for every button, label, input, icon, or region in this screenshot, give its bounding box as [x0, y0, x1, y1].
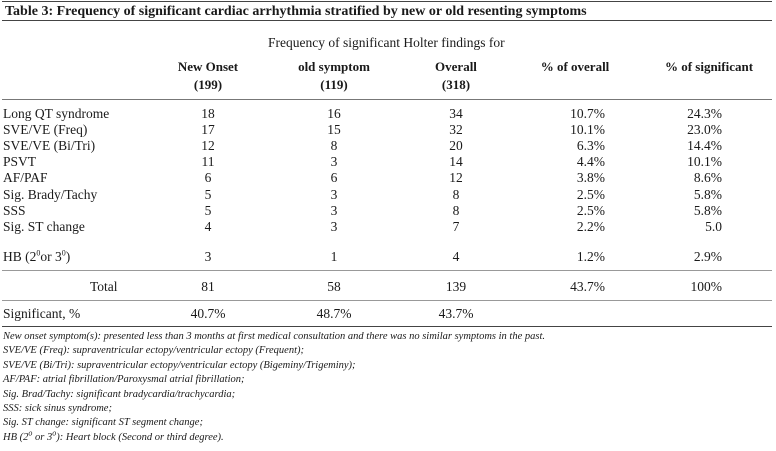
footnote: SVE/VE (Freq): supraventricular ectopy/v…	[3, 345, 304, 357]
cell-pct-significant: 2.9%	[693, 249, 722, 264]
cell-new-onset: 81	[201, 279, 215, 294]
header-divider	[2, 99, 772, 100]
cell-old-symptom: 6	[330, 170, 338, 186]
cell-pct-overall: 10.7%	[570, 106, 605, 121]
cell-old-symptom: 1	[330, 249, 338, 264]
cell-old-symptom: 3	[330, 202, 338, 218]
row-label: AF/PAF	[3, 170, 48, 186]
footnote: AF/PAF: atrial fibrillation/Paroxysmal a…	[3, 374, 245, 386]
cell-pct-significant: 100%	[690, 279, 723, 294]
table-row: Sig. Brady/Tachy 5 3 8 2.5% 5.8%	[0, 186, 776, 203]
cell-pct-significant: 5.0	[705, 218, 722, 234]
table-row: AF/PAF 6 6 12 3.8% 8.6%	[0, 169, 776, 186]
row-label: SVE/VE (Freq)	[3, 122, 88, 138]
table-row: SVE/VE (Bi/Tri) 12 8 20 6.3% 14.4%	[0, 137, 776, 154]
cell-pct-significant: 8.6%	[693, 170, 722, 186]
total-divider	[2, 270, 772, 271]
cell-new-onset: 5	[204, 186, 212, 202]
cell-new-onset: 17	[201, 122, 215, 138]
cell-overall: 34	[449, 106, 463, 121]
cell-pct-significant: 14.4%	[687, 138, 722, 154]
cell-overall: 20	[449, 138, 463, 154]
row-label: Significant, %	[3, 306, 81, 321]
table-row: Long QT syndrome 18 16 34 10.7% 24.3%	[0, 105, 776, 122]
cell-new-onset: 5	[204, 202, 212, 218]
footnote: Sig. Brad/Tachy: significant bradycardia…	[3, 388, 236, 400]
table-row: SVE/VE (Freq) 17 15 32 10.1% 23.0%	[0, 121, 776, 138]
cell-overall: 12	[449, 170, 463, 186]
cell-new-onset: 12	[201, 138, 215, 154]
table-row: PSVT 11 3 14 4.4% 10.1%	[0, 153, 776, 170]
table-row-total: Total 81 58 139 43.7% 100%	[0, 278, 776, 295]
cell-overall: 4	[452, 249, 460, 264]
cell-new-onset: 11	[201, 154, 215, 170]
cell-pct-significant: 5.8%	[693, 202, 722, 218]
footnote: Sig. ST change: significant ST segment c…	[3, 417, 203, 429]
table-row-hb: HB (20or 30) 3 1 4 1.2% 2.9%	[0, 248, 776, 265]
row-label: PSVT	[3, 154, 37, 170]
cell-pct-significant: 23.0%	[687, 122, 722, 138]
cell-new-onset: 4	[204, 218, 212, 234]
cell-pct-overall: 43.7%	[570, 279, 605, 294]
cell-overall: 8	[452, 202, 460, 218]
table-title: Table 3: Frequency of significant cardia…	[2, 1, 772, 21]
col-header-new-onset: New Onset (199)	[177, 59, 239, 92]
table-row-significant: Significant, % 40.7% 48.7% 43.7%	[0, 305, 776, 322]
col-header-pct-significant: % of significant	[664, 59, 754, 74]
row-label: SVE/VE (Bi/Tri)	[3, 138, 96, 154]
cell-old-symptom: 8	[330, 138, 338, 154]
row-label: SSS	[3, 202, 26, 218]
table-bottom-rule	[2, 326, 772, 327]
cell-overall: 7	[452, 218, 460, 234]
cell-overall: 14	[449, 154, 463, 170]
cell-pct-overall: 2.2%	[576, 218, 605, 234]
cell-old-symptom: 3	[330, 154, 338, 170]
col-header-overall: Overall (318)	[435, 59, 477, 92]
row-label: Total	[90, 279, 118, 294]
cell-overall: 32	[449, 122, 463, 138]
cell-old-symptom: 3	[330, 218, 338, 234]
cell-overall: 43.7%	[438, 306, 474, 321]
significant-divider	[2, 300, 772, 301]
cell-overall: 139	[445, 279, 467, 294]
footnote: New onset symptom(s): presented less tha…	[3, 331, 545, 342]
table-row: Sig. ST change 4 3 7 2.2% 5.0	[0, 218, 776, 235]
cell-pct-overall: 4.4%	[576, 154, 605, 170]
cell-pct-overall: 2.5%	[576, 202, 605, 218]
cell-overall: 8	[452, 186, 460, 202]
cell-pct-significant: 24.3%	[687, 106, 722, 121]
row-label: HB (20or 30)	[3, 248, 71, 264]
cell-pct-overall: 6.3%	[576, 138, 605, 154]
cell-old-symptom: 15	[327, 122, 341, 138]
col-header-pct-overall: % of overall	[540, 59, 610, 74]
table-row: SSS 5 3 8 2.5% 5.8%	[0, 202, 776, 219]
footnote-hb: HB (2o or 3o): Heart block (Second or th…	[3, 428, 224, 443]
cell-pct-overall: 2.5%	[576, 186, 605, 202]
cell-new-onset: 6	[204, 170, 212, 186]
footnote: SVE/VE (Bi/Tri): supraventricular ectopy…	[3, 359, 356, 371]
cell-old-symptom: 48.7%	[316, 306, 352, 321]
cell-new-onset: 3	[204, 249, 212, 264]
row-label: Sig. Brady/Tachy	[3, 186, 98, 202]
table-footnotes: New onset symptom(s): presented less tha…	[3, 330, 773, 445]
cell-pct-significant: 5.8%	[693, 186, 722, 202]
cell-old-symptom: 3	[330, 186, 338, 202]
footnote: SSS: sick sinus syndrome;	[3, 403, 112, 415]
cell-pct-overall: 1.2%	[576, 249, 605, 264]
cell-pct-overall: 10.1%	[570, 122, 605, 138]
cell-old-symptom: 58	[327, 279, 341, 294]
cell-new-onset: 18	[201, 106, 215, 121]
cell-new-onset: 40.7%	[190, 306, 226, 321]
col-header-old-symptom: old symptom (119)	[298, 59, 370, 92]
row-label: Long QT syndrome	[3, 106, 110, 121]
cell-pct-significant: 10.1%	[687, 154, 722, 170]
spanning-column-header: Frequency of significant Holter findings…	[268, 35, 505, 50]
row-label: Sig. ST change	[3, 218, 85, 234]
cell-old-symptom: 16	[327, 106, 341, 121]
cell-pct-overall: 3.8%	[576, 170, 605, 186]
